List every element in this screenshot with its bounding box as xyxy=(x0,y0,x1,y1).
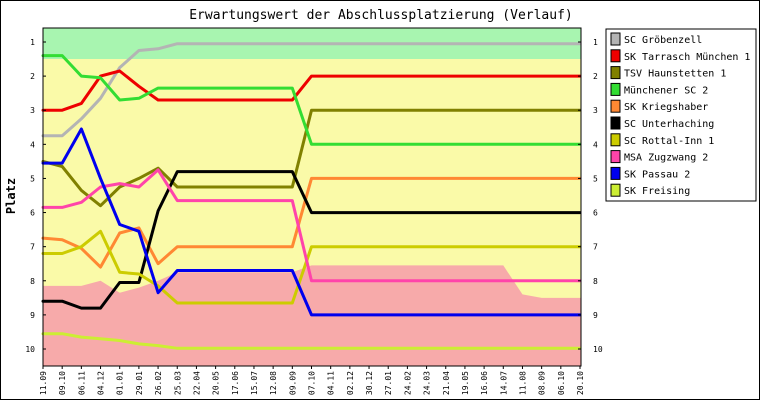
x-tick-label: 11.08 xyxy=(519,371,528,395)
legend-swatch-6 xyxy=(610,133,621,147)
x-tick-label: 25.03 xyxy=(173,371,182,395)
legend-label-4: SK Kriegshaber xyxy=(624,102,708,113)
chart-title: Erwartungswert der Abschlussplatzierung … xyxy=(189,8,573,23)
x-tick-label: 15.07 xyxy=(250,371,259,395)
legend-box xyxy=(605,28,757,202)
legend-swatch-8 xyxy=(610,166,621,180)
y-tick-label-right: 3 xyxy=(593,106,598,115)
y-tick-label-right: 4 xyxy=(593,140,598,149)
y-tick-label-left: 5 xyxy=(30,174,35,183)
legend-swatch-2 xyxy=(610,66,621,80)
x-tick-label: 30.12 xyxy=(365,371,374,395)
legend-swatch-9 xyxy=(610,183,621,197)
y-tick-label-right: 7 xyxy=(593,243,598,252)
x-tick-label: 16.06 xyxy=(480,371,489,395)
legend-label-2: TSV Haunstetten 1 xyxy=(624,69,726,80)
legend-swatch-3 xyxy=(610,82,621,96)
series-line-5 xyxy=(41,170,582,310)
x-tick-label: 19.05 xyxy=(461,371,470,395)
legend-label-3: Münchener SC 2 xyxy=(624,85,708,96)
x-tick-label: 08.09 xyxy=(538,371,547,395)
x-tick-label: 12.08 xyxy=(269,371,278,395)
y-tick-label-left: 9 xyxy=(30,311,35,320)
y-tick-label-left: 6 xyxy=(30,209,35,218)
x-tick-label: 04.11 xyxy=(327,371,336,395)
y-tick-label-left: 8 xyxy=(30,277,35,286)
x-tick-label: 09.10 xyxy=(58,371,67,395)
x-tick-label: 22.04 xyxy=(192,371,201,395)
x-tick-label: 24.03 xyxy=(423,371,432,395)
legend-swatch-1 xyxy=(610,49,621,63)
legend-label-0: SC Gröbenzell xyxy=(624,35,702,46)
y-ticks-right: 1 2 3 4 5 6 7 8 9 10 xyxy=(578,38,603,354)
y-axis-label: Platz xyxy=(4,178,18,214)
x-tick-label: 06.10 xyxy=(557,371,566,395)
x-tick-label: 09.09 xyxy=(288,371,297,395)
x-tick-label: 27.01 xyxy=(384,371,393,395)
legend-label-7: MSA Zugzwang 2 xyxy=(624,153,708,164)
y-tick-label-right: 9 xyxy=(593,311,598,320)
y-tick-label-right: 10 xyxy=(593,345,603,354)
series-line-3 xyxy=(41,54,582,146)
y-tick-label-left: 7 xyxy=(30,243,35,252)
y-tick-label-left: 2 xyxy=(30,72,35,81)
series-line-9 xyxy=(41,332,582,350)
legend-swatch-0 xyxy=(610,32,621,46)
legend-swatch-4 xyxy=(610,99,621,113)
x-tick-label: 07.10 xyxy=(308,371,317,395)
series-line-7 xyxy=(41,168,582,283)
x-tick-label: 14.07 xyxy=(499,371,508,395)
x-tick-label: 01.01 xyxy=(116,371,125,395)
x-tick-label: 06.11 xyxy=(77,371,86,395)
y-tick-label-left: 1 xyxy=(30,38,35,47)
y-tick-label-right: 6 xyxy=(593,209,598,218)
y-tick-label-right: 2 xyxy=(593,72,598,81)
x-tick-label: 04.12 xyxy=(97,371,106,395)
x-tick-label: 21.04 xyxy=(442,371,451,395)
legend-swatch-7 xyxy=(610,150,621,164)
series-line-6 xyxy=(41,229,582,305)
x-tick-label: 20.10 xyxy=(576,371,585,395)
y-tick-label-right: 8 xyxy=(593,277,598,286)
series-lines xyxy=(41,42,582,350)
legend-label-8: SK Passau 2 xyxy=(624,169,690,180)
x-tick-label: 02.12 xyxy=(346,371,355,395)
x-tick-label: 20.05 xyxy=(212,371,221,395)
legend-label-5: SC Unterhaching xyxy=(624,119,714,130)
y-tick-label-left: 10 xyxy=(25,345,35,354)
background-bands xyxy=(43,28,581,366)
x-ticks: 11.09 09.10 06.11 04.12 01.01 29.01 26.02 25.03… xyxy=(39,366,585,395)
y-tick-label-right: 5 xyxy=(593,174,598,183)
series-line-8 xyxy=(41,127,582,317)
series-line-0 xyxy=(41,42,582,138)
x-tick-label: 11.09 xyxy=(39,371,48,395)
legend-swatch-5 xyxy=(610,116,621,130)
x-tick-label: 17.06 xyxy=(231,371,240,395)
legend-label-1: SK Tarrasch München 1 xyxy=(624,52,750,63)
y-tick-label-left: 3 xyxy=(30,106,35,115)
series-line-1 xyxy=(41,69,582,112)
y-tick-label-right: 1 xyxy=(593,38,598,47)
legend-label-9: SK Freising xyxy=(624,186,690,197)
legend-label-6: SC Rottal-Inn 1 xyxy=(624,136,714,147)
y-ticks-left: 1 2 3 4 5 6 7 8 9 10 xyxy=(25,38,46,354)
series-line-2 xyxy=(41,108,582,208)
x-tick-label: 26.02 xyxy=(154,371,163,395)
x-tick-label: 29.01 xyxy=(135,371,144,395)
legend: SC Gröbenzell SK Tarrasch München 1 TSV Ha… xyxy=(605,28,757,202)
y-tick-label-left: 4 xyxy=(30,140,35,149)
x-tick-label: 24.02 xyxy=(403,371,412,395)
